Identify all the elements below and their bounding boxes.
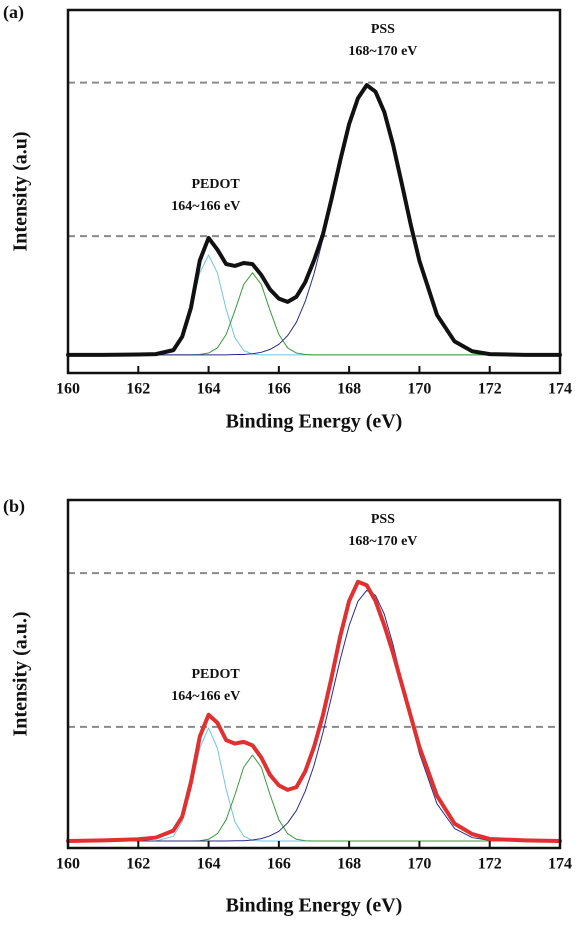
plot-frame (66, 8, 562, 375)
x-tick-label: 164 (197, 381, 221, 398)
data-line (67, 272, 561, 356)
annotation: 164~166 eV (171, 689, 240, 704)
data-line (66, 83, 562, 357)
x-tick-label: 174 (548, 856, 572, 873)
x-tick-label: 162 (126, 856, 150, 873)
data-line (67, 754, 561, 842)
data-line (66, 579, 562, 844)
x-tick-label: 170 (407, 381, 431, 398)
panel-label: (a) (3, 2, 24, 23)
x-axis-label: Binding Energy (eV) (226, 895, 403, 917)
x-tick-label: 172 (478, 381, 502, 398)
plot-frame (66, 498, 562, 850)
y-axis-label: Intensity (a.u.) (10, 611, 32, 736)
x-tick-label: 166 (267, 381, 291, 398)
annotation: 164~166 eV (171, 199, 240, 214)
annotation: PSS (371, 512, 395, 527)
annotation: PSS (371, 22, 395, 37)
x-tick-label: 160 (56, 856, 80, 873)
x-tick-label: 166 (267, 856, 291, 873)
x-tick-label: 168 (337, 381, 361, 398)
data-line (67, 589, 561, 842)
x-tick-label: 172 (478, 856, 502, 873)
x-tick-label: 174 (548, 381, 572, 398)
x-tick-label: 168 (337, 856, 361, 873)
annotation: PEDOT (191, 667, 240, 682)
y-axis-label: Intensity (a.u) (10, 131, 32, 251)
x-tick-label: 162 (126, 381, 150, 398)
x-axis-label: Binding Energy (eV) (226, 411, 403, 433)
annotation: PEDOT (191, 177, 240, 192)
x-tick-label: 160 (56, 381, 80, 398)
annotation: 168~170 eV (348, 44, 417, 59)
annotation: 168~170 eV (348, 534, 417, 549)
x-tick-label: 170 (407, 856, 431, 873)
data-line (67, 86, 561, 356)
x-tick-label: 164 (197, 856, 221, 873)
panel-label: (b) (3, 496, 25, 517)
data-line (67, 254, 561, 356)
